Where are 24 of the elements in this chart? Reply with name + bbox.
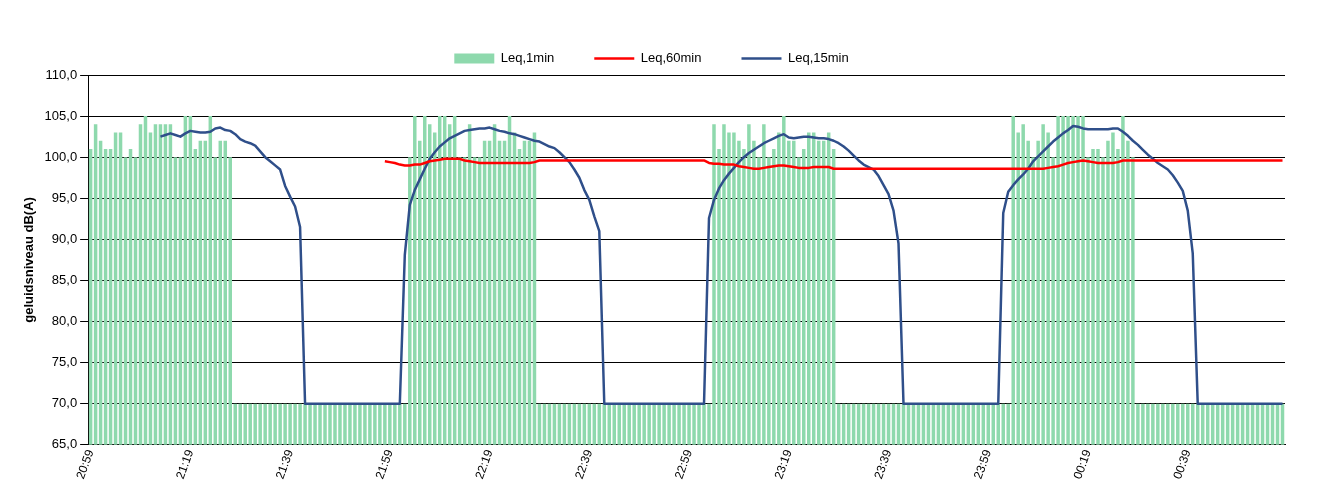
y-tick-label: 95,0: [51, 189, 78, 205]
x-tick-label: 21:59: [372, 447, 396, 481]
y-tick-label: 85,0: [51, 272, 78, 288]
x-tick-label: 22:19: [472, 447, 496, 481]
x-tick-label: 23:59: [970, 447, 995, 481]
y-tick-label: 90,0: [51, 230, 78, 246]
x-tick-label: 23:19: [771, 447, 795, 481]
x-tick-label: 22:59: [671, 447, 696, 481]
x-tick-label: 00:39: [1170, 447, 1194, 481]
x-tick-label: 00:19: [1070, 447, 1095, 481]
legend-label: Leq,60min: [640, 50, 702, 66]
y-axis-title: geluidsniveau dB(A): [21, 197, 37, 323]
y-tick-label: 80,0: [51, 313, 78, 329]
x-tick-label: 22:39: [571, 447, 596, 481]
x-tick-label: 23:39: [871, 447, 895, 481]
y-tick-label: 70,0: [51, 395, 78, 411]
y-tick-label: 110,0: [45, 66, 78, 82]
y-tick-label: 100,0: [44, 148, 78, 164]
legend-label: Leq,15min: [787, 50, 849, 66]
x-tick-label: 21:39: [272, 447, 297, 481]
y-tick-label: 75,0: [51, 354, 78, 370]
x-tick-label: 21:19: [172, 447, 197, 481]
legend-label: Leq,1min: [500, 50, 555, 66]
y-tick-label: 105,0: [44, 107, 78, 123]
